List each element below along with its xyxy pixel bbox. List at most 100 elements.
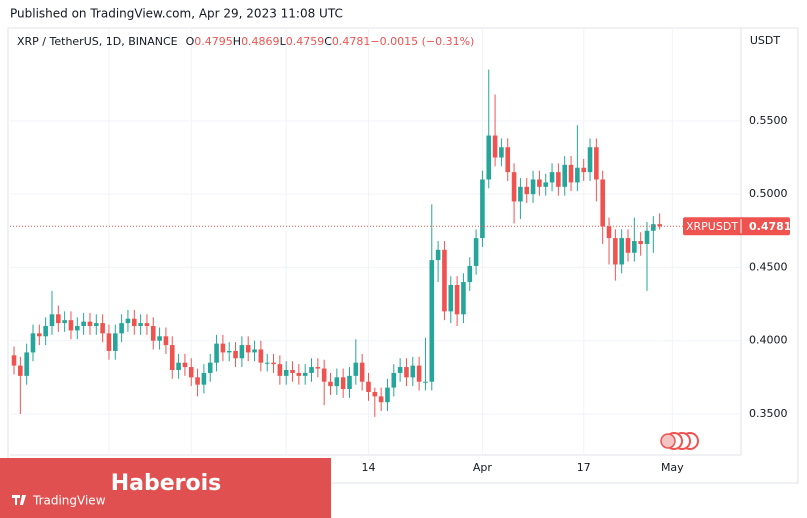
candle-body bbox=[100, 323, 105, 334]
candle-body bbox=[68, 320, 74, 331]
y-tick-label: 0.5500 bbox=[749, 114, 788, 127]
candle-body bbox=[214, 343, 219, 363]
candle-body bbox=[606, 226, 612, 239]
ohlc-value: 0.4869 bbox=[241, 35, 280, 48]
candle-body bbox=[62, 320, 67, 324]
candle-body bbox=[258, 349, 264, 363]
candle-body bbox=[302, 372, 308, 376]
candle-body bbox=[157, 336, 162, 341]
candle-body bbox=[144, 323, 150, 327]
price-label: 0.4781 bbox=[749, 220, 791, 233]
x-tick-label: 14 bbox=[361, 461, 375, 474]
candle-body bbox=[410, 365, 416, 378]
candle-body bbox=[480, 179, 485, 239]
candle-body bbox=[638, 241, 643, 244]
candle-body bbox=[163, 336, 169, 346]
y-tick-label: 0.4500 bbox=[749, 260, 788, 273]
candle-body bbox=[625, 238, 631, 253]
candle-body bbox=[492, 135, 498, 158]
candle-body bbox=[283, 370, 289, 376]
candle-body bbox=[138, 323, 143, 327]
candle-body bbox=[93, 323, 99, 327]
candle-body bbox=[169, 345, 175, 370]
change: −0.0015 (−0.31%) bbox=[370, 35, 475, 48]
candle-body bbox=[106, 333, 112, 351]
candle-body bbox=[486, 135, 492, 180]
candle-body bbox=[461, 282, 466, 315]
candle-body bbox=[562, 164, 568, 187]
candle-body bbox=[353, 362, 359, 376]
candle-body bbox=[328, 381, 333, 387]
candle-body bbox=[315, 367, 321, 369]
y-tick-label: 0.5000 bbox=[749, 187, 788, 200]
candle-body bbox=[416, 365, 422, 382]
candle-body bbox=[448, 285, 454, 312]
ohlc-value: 0.4795 bbox=[194, 35, 233, 48]
candle-body bbox=[632, 241, 637, 253]
currency: USDT bbox=[750, 34, 781, 47]
price-label-box bbox=[683, 217, 790, 236]
candle-body bbox=[366, 381, 371, 392]
candle-body bbox=[182, 362, 188, 368]
x-tick-label: 17 bbox=[577, 461, 591, 474]
candle-body bbox=[176, 362, 181, 370]
candle-body bbox=[277, 364, 283, 376]
candle-body bbox=[613, 238, 618, 265]
candle-body bbox=[359, 362, 365, 382]
candle-body bbox=[296, 372, 302, 376]
candle-body bbox=[75, 326, 80, 331]
candle-body bbox=[499, 147, 504, 158]
candle-body bbox=[543, 182, 549, 187]
ohlc-header: XRP / TetherUS, 1D, BINANCE O0.4795H0.486… bbox=[17, 35, 474, 48]
candle-body bbox=[473, 238, 479, 266]
candle-body bbox=[423, 381, 428, 383]
candle-body bbox=[11, 355, 17, 366]
ohlc-prefix: L bbox=[279, 35, 286, 48]
candle-body bbox=[37, 333, 42, 337]
candle-body bbox=[43, 326, 48, 337]
candle-body bbox=[619, 238, 624, 265]
candle-body bbox=[56, 314, 61, 324]
frame bbox=[7, 27, 799, 484]
candle-body bbox=[537, 179, 542, 187]
candle-body bbox=[549, 172, 555, 183]
candle-body bbox=[226, 350, 232, 353]
candle-body bbox=[24, 352, 29, 376]
candle-body bbox=[321, 368, 327, 382]
candle-body bbox=[131, 318, 137, 327]
candle-body bbox=[657, 224, 662, 227]
published: Published on TradingView.com, Apr 29, 20… bbox=[10, 7, 343, 21]
candle-body bbox=[378, 396, 384, 403]
ohlc-value: 0.4759 bbox=[285, 35, 325, 48]
candle-body bbox=[435, 249, 441, 261]
candle-body bbox=[239, 345, 245, 359]
candle-body bbox=[397, 367, 403, 373]
candle-body bbox=[467, 265, 473, 283]
ohlc-value: 0.4781 bbox=[331, 35, 371, 48]
watermark-box bbox=[0, 458, 331, 518]
candle-body bbox=[651, 224, 656, 231]
candle-body bbox=[347, 375, 352, 390]
candle-body bbox=[290, 370, 295, 373]
x-tick-label: Apr bbox=[473, 461, 493, 474]
candle-body bbox=[245, 345, 251, 353]
symbol-title: XRP / TetherUS, 1D, BINANCE bbox=[17, 35, 178, 48]
candle-body bbox=[429, 260, 435, 382]
ohlc-prefix: O bbox=[185, 35, 195, 48]
candle-body bbox=[220, 343, 226, 353]
candle-body bbox=[644, 230, 650, 244]
candle-body bbox=[271, 362, 276, 365]
x-tick-label: May bbox=[661, 461, 684, 474]
candle-body bbox=[264, 362, 270, 364]
candle-body bbox=[600, 179, 605, 227]
candle-body bbox=[18, 365, 23, 376]
candle-body bbox=[385, 387, 390, 403]
candle-body bbox=[309, 367, 314, 373]
candle-body bbox=[87, 321, 93, 327]
candle-body bbox=[195, 377, 200, 385]
candle-body bbox=[587, 147, 593, 173]
candle-body bbox=[575, 167, 580, 183]
brand-logo bbox=[12, 495, 26, 505]
candle-body bbox=[252, 349, 257, 353]
